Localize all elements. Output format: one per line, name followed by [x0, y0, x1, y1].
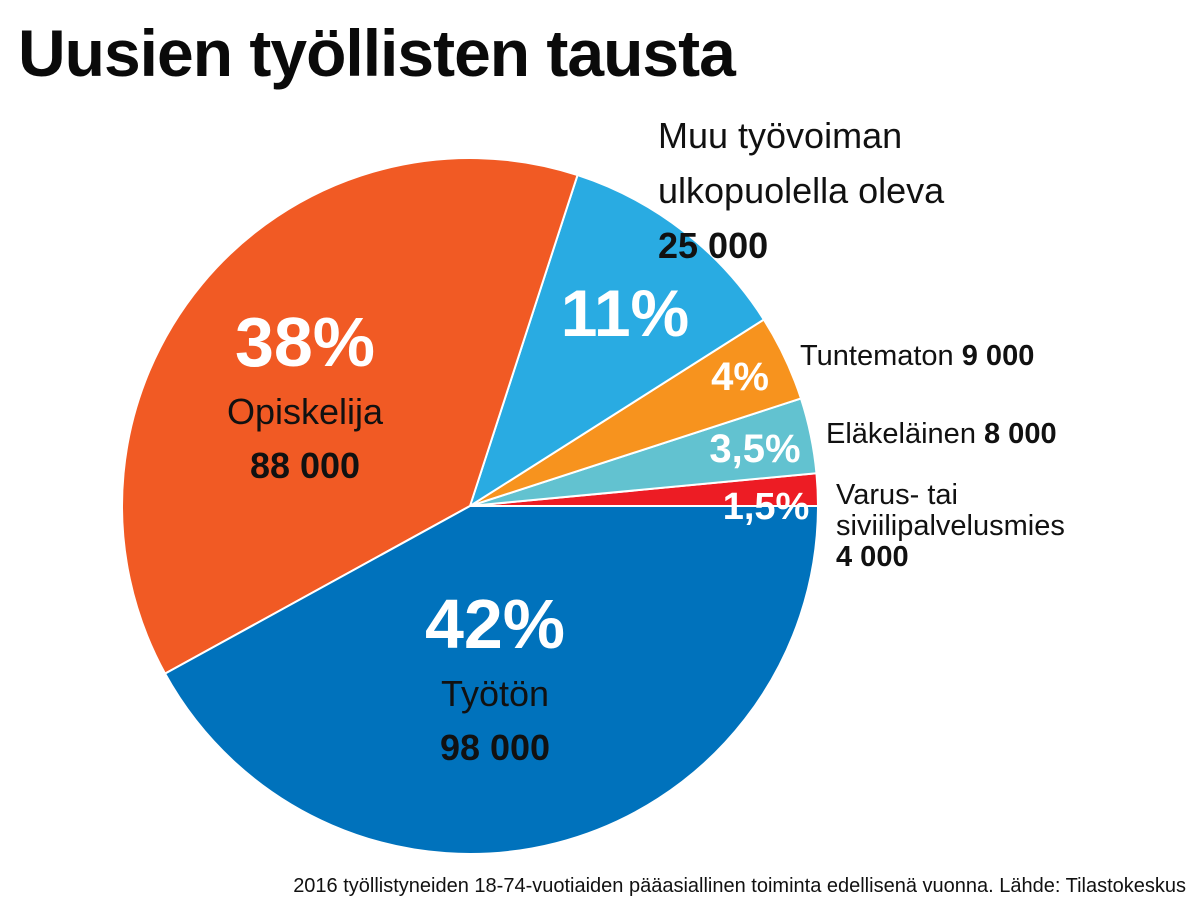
- pie-slice-2: [468, 173, 766, 509]
- slice-value-4: 8 000: [984, 418, 1057, 450]
- pie-labels: 42% Työtön 98 000 38% Opiskelija 88 000 11% Muu…: [227, 115, 1065, 768]
- slice-label-4: Eläkeläinen 8 000: [826, 418, 1057, 450]
- slice-percent-1: 38%: [235, 303, 375, 381]
- slice-label-2-line2: ulkopuolella oleva: [658, 170, 945, 211]
- slice-value-3: 9 000: [962, 340, 1035, 372]
- source-note: 2016 työllistyneiden 18-74-vuotiaiden pä…: [293, 875, 1186, 897]
- slice-value-5: 4 000: [836, 541, 909, 573]
- slice-label-0: Työtön: [441, 673, 549, 714]
- slice-label-text-4: Eläkeläinen: [826, 418, 984, 450]
- slice-label-2-line1: Muu työvoiman: [658, 115, 902, 156]
- slice-percent-0: 42%: [425, 585, 565, 663]
- slice-value-2: 25 000: [658, 225, 768, 266]
- slice-percent-2: 11%: [561, 276, 689, 350]
- pie-slices: [121, 157, 820, 855]
- slice-percent-3: 4%: [711, 355, 769, 399]
- slice-percent-4: 3,5%: [709, 427, 800, 471]
- pie-slice-0: [163, 505, 820, 855]
- slice-label-5-line1: Varus- tai: [836, 479, 958, 511]
- slice-label-1: Opiskelija: [227, 391, 384, 432]
- slice-label-text-3: Tuntematon: [800, 340, 962, 372]
- slice-percent-5: 1,5%: [723, 486, 810, 528]
- slice-value-0: 98 000: [440, 727, 550, 768]
- slice-value-1: 88 000: [250, 445, 360, 486]
- slice-label-5-line2: siviilipalvelusmies: [836, 510, 1065, 542]
- chart-title: Uusien työllisten tausta: [18, 16, 737, 90]
- slice-label-3: Tuntematon 9 000: [800, 340, 1034, 372]
- pie-slice-1: [121, 157, 579, 676]
